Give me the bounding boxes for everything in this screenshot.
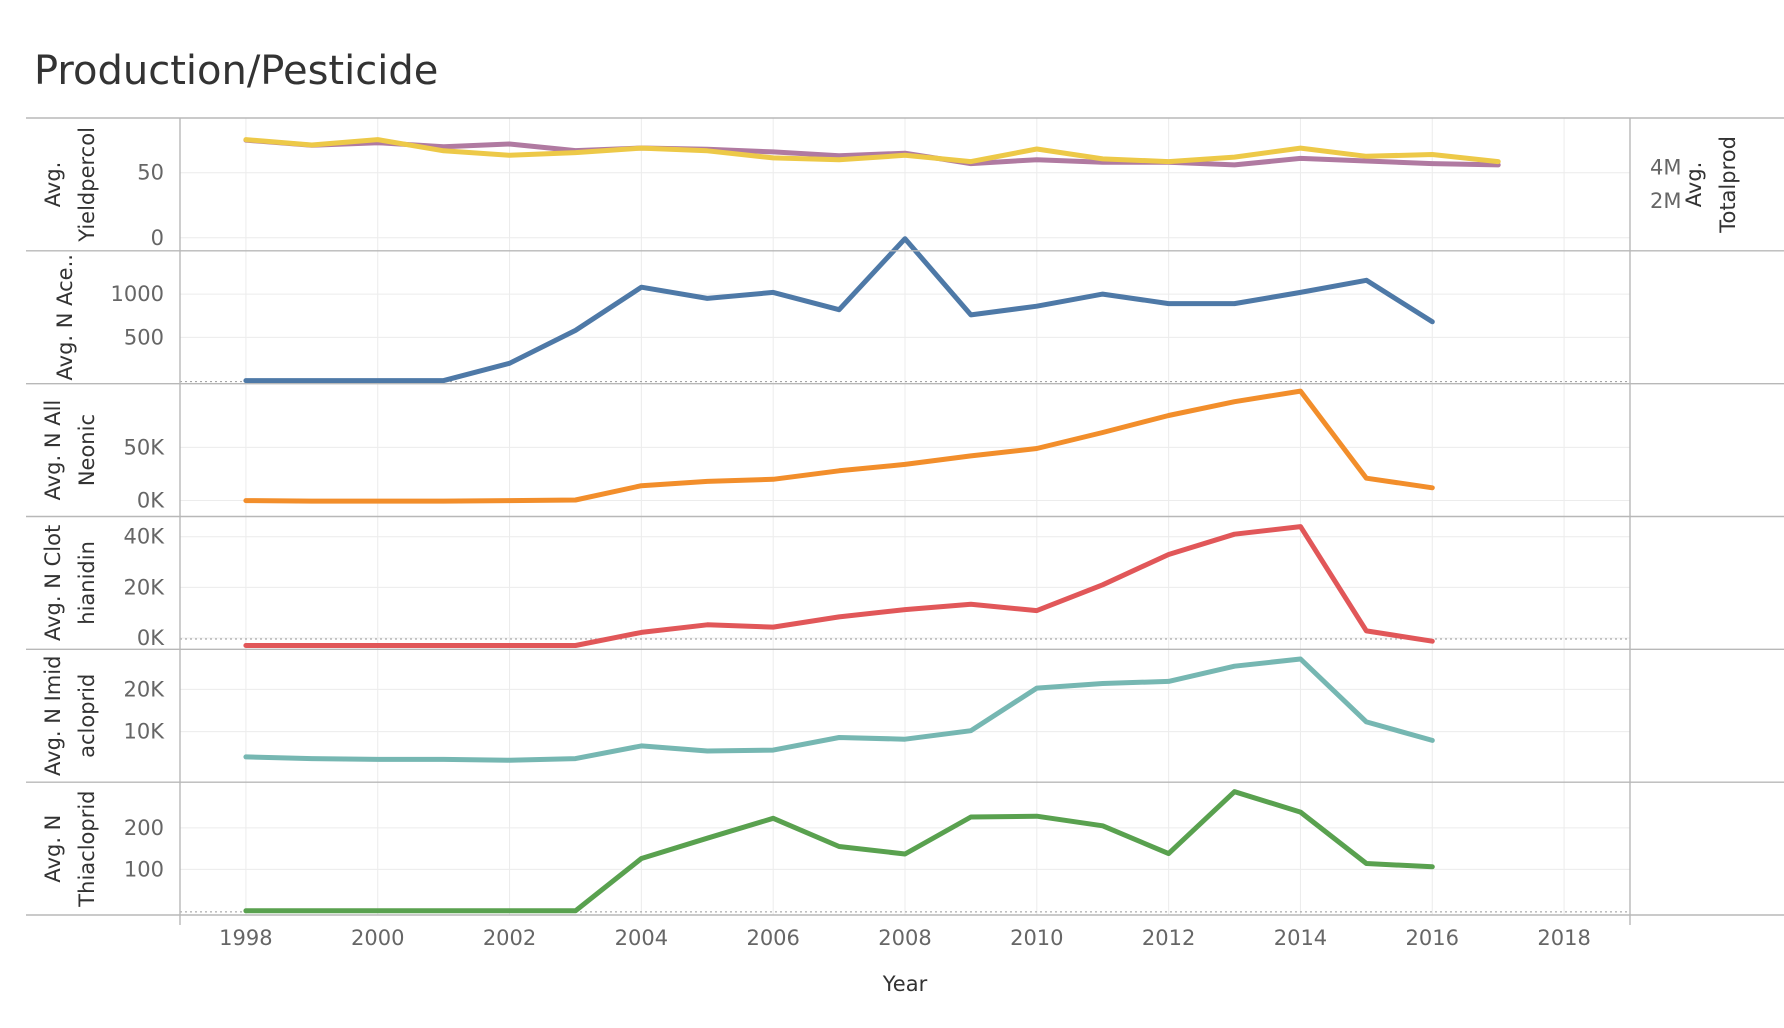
y-tick-label: 40K [124, 525, 166, 549]
y-axis-title: Avg. N [41, 815, 65, 883]
x-tick-label: 2006 [746, 926, 799, 950]
y-tick-label: 0 [151, 226, 164, 250]
y-axis-title: Neonic [75, 414, 99, 486]
y-axis-title: Avg. N Ace.. [53, 254, 77, 380]
y-tick-label: 0K [137, 489, 165, 513]
y-axis-title: hianidin [75, 541, 99, 625]
frame-layer [26, 117, 1784, 925]
right-y-axis-title: Totalprod [1716, 136, 1740, 234]
x-tick-label: 2008 [878, 926, 931, 950]
y-tick-label: 50 [137, 161, 164, 185]
label-layer: 1998 2000 2002 2004 2006 2008 2010 2012 2014 2016… [41, 127, 1740, 996]
x-tick-label: 2010 [1010, 926, 1063, 950]
y-axis-title: Avg. N Imid [41, 656, 65, 776]
y-tick-label: 20K [124, 575, 166, 599]
series-line [243, 524, 1435, 648]
y-axis-title: acloprid [75, 674, 99, 758]
right-y-tick-label: 2M [1650, 189, 1681, 213]
x-tick-label: 2004 [615, 926, 668, 950]
y-tick-label: 0K [137, 626, 165, 650]
y-tick-label: 50K [124, 435, 166, 459]
right-y-tick-label: 4M [1650, 156, 1681, 180]
y-tick-label: 1000 [111, 282, 164, 306]
x-tick-label: 1998 [219, 926, 272, 950]
series-line [243, 388, 1435, 504]
y-axis-title: Avg. [41, 162, 65, 208]
x-tick-label: 2002 [483, 926, 536, 950]
x-tick-label: 2000 [351, 926, 404, 950]
y-tick-label: 10K [124, 720, 166, 744]
right-y-axis-title: Avg. [1682, 162, 1706, 208]
y-axis-title: Yieldpercol [75, 127, 99, 243]
y-tick-label: 200 [124, 816, 164, 840]
page-title: Production/Pesticide [34, 48, 439, 94]
x-tick-label: 2016 [1406, 926, 1459, 950]
series-layer [243, 137, 1501, 914]
series-line [243, 789, 1435, 914]
x-tick-label: 2014 [1274, 926, 1327, 950]
y-tick-label: 20K [124, 677, 166, 701]
series-line [243, 236, 1435, 384]
y-axis-title: Avg. N All [41, 400, 65, 501]
y-axis-title: Thiacloprid [75, 790, 99, 907]
series-line [243, 137, 1501, 165]
x-axis-title: Year [882, 972, 928, 996]
x-tick-label: 2012 [1142, 926, 1195, 950]
x-tick-label: 2018 [1537, 926, 1590, 950]
y-tick-label: 100 [124, 857, 164, 881]
series-line [243, 656, 1435, 763]
series-line [243, 137, 1501, 168]
y-axis-title: Avg. N Clot [41, 525, 65, 641]
y-tick-label: 500 [124, 325, 164, 349]
